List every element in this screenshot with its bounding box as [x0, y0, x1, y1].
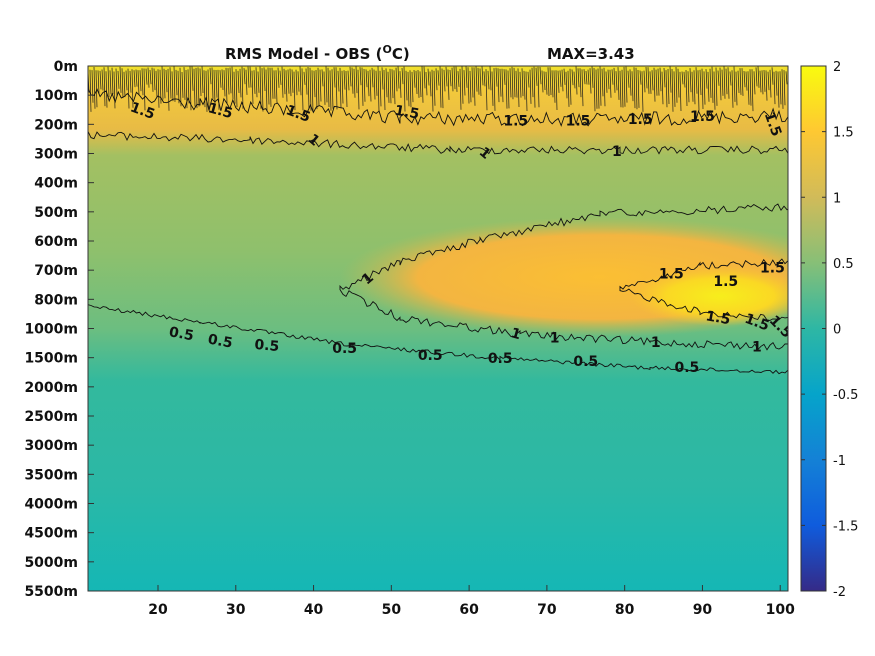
plot-area: 1.5 1.5 1.5 1.5 1.5 1.5 1.5 1.5 1.5 1 1 1 0.5 0.5 0.5 0… [88, 66, 788, 591]
contour-label: 1.5 [760, 261, 785, 277]
y-tick-label: 1000m [24, 322, 78, 338]
contour-label: 1 [509, 325, 523, 343]
y-tick-label: 200m [34, 117, 78, 133]
contour-label: 1 [612, 144, 622, 160]
contour-label: 1.5 [566, 113, 591, 129]
x-tick-label: 30 [226, 602, 246, 618]
colorbar-tick-label: 1.5 [833, 126, 854, 141]
y-tick-label: 0m [54, 59, 78, 75]
contour-label: 1.5 [284, 102, 313, 126]
colorbar-tick-label: 0 [833, 323, 841, 338]
y-tick-label: 1500m [24, 351, 78, 367]
contour-lines [88, 87, 788, 375]
colorbar-tick-label: 1 [833, 191, 841, 206]
colorbar-ticks: 2 1.5 1 0.5 0 -0.5 -1 -1.5 -2 [801, 60, 858, 600]
contour-label: 1 [651, 335, 661, 351]
max-label: MAX=3.43 [547, 45, 635, 63]
y-tick-label: 100m [34, 88, 78, 104]
colorbar-tick-label: -1.5 [833, 519, 858, 534]
y-tick-label: 4000m [24, 497, 78, 513]
contour-label: 1.5 [128, 99, 157, 123]
contour-label: 0.5 [254, 337, 280, 355]
x-tick-label: 60 [459, 602, 479, 618]
y-tick-label: 800m [34, 292, 78, 308]
y-tick-label: 3000m [24, 438, 78, 454]
y-tick-label: 500m [34, 205, 78, 221]
y-axis-ticks: 0m 100m 200m 300m 400m 500m 600m 700m 800m 1000m 1… [24, 59, 94, 600]
contour-labels: 1.5 1.5 1.5 1.5 1.5 1.5 1.5 1.5 1.5 1 1 1 0.5 0.5 0.5 0… [128, 99, 788, 376]
contour-line-1-lens [339, 203, 788, 351]
y-tick-label: 2000m [24, 380, 78, 396]
contour-label: 1.5 [503, 113, 528, 129]
contour-line-1-upper [88, 131, 788, 155]
x-tick-label: 100 [766, 602, 795, 618]
colorbar-tick-label: -0.5 [833, 388, 858, 403]
contour-line-surface [88, 87, 788, 127]
x-tick-label: 90 [693, 602, 713, 618]
y-tick-label: 5500m [24, 584, 78, 600]
contour-label: 1.5 [393, 103, 420, 123]
contour-label: 1.5 [206, 100, 234, 122]
contour-label: 0.5 [488, 351, 513, 367]
x-axis-ticks: 20 30 40 50 60 70 80 90 100 [148, 585, 795, 618]
colorbar-tick-label: -2 [833, 585, 846, 600]
contour-label: 0.5 [573, 354, 598, 370]
y-tick-label: 400m [34, 176, 78, 192]
contour-label: 0.5 [418, 348, 443, 364]
contour-label: 1 [550, 331, 560, 347]
chart-title-unit: C) [392, 45, 410, 63]
y-tick-label: 2500m [24, 409, 78, 425]
y-tick-label: 3500m [24, 467, 78, 483]
contour-label: 1.5 [713, 274, 738, 290]
contour-label: 1.5 [628, 112, 653, 128]
x-tick-label: 50 [382, 602, 402, 618]
contour-label: 1.5 [659, 267, 684, 283]
colorbar-tick-label: -1 [833, 454, 846, 469]
contour-label: 0.5 [168, 324, 195, 344]
contour-label: 1.5 [690, 109, 715, 125]
x-tick-label: 70 [537, 602, 557, 618]
chart-title-main: RMS Model - OBS ( [225, 45, 383, 63]
contour-label: 1.5 [761, 110, 785, 139]
contour-label: 1 [752, 339, 762, 355]
contour-label: 0.5 [207, 332, 234, 352]
contour-label: 1.5 [704, 308, 731, 328]
y-tick-label: 300m [34, 147, 78, 163]
x-tick-label: 40 [304, 602, 324, 618]
y-tick-label: 700m [34, 263, 78, 279]
colorbar-tick-label: 2 [833, 60, 841, 75]
contour-label: 0.5 [674, 360, 699, 376]
colorbar-tick-label: 0.5 [833, 257, 854, 272]
contour-line-0.5 [88, 304, 788, 375]
y-tick-label: 600m [34, 234, 78, 250]
y-tick-label: 5000m [24, 555, 78, 571]
x-tick-label: 80 [615, 602, 635, 618]
y-tick-label: 4500m [24, 526, 78, 542]
contour-label: 0.5 [332, 341, 357, 357]
chart-title-superscript: O [383, 43, 392, 56]
contour-line-1.5-core [619, 258, 788, 321]
chart-title: RMS Model - OBS (OC) [225, 43, 410, 63]
hot-core [630, 266, 788, 326]
contour-label: 1.5 [742, 311, 771, 335]
x-tick-label: 20 [148, 602, 168, 618]
